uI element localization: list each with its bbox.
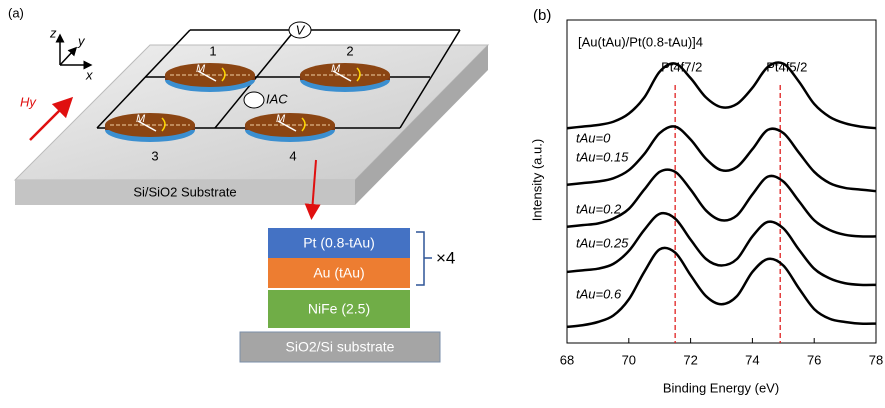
figure: (a) Si/SiO2 Substrate V IAC M1M2M3M4 z y… [0,0,885,403]
layer-label: Au (tAu) [313,265,364,281]
x-axis-label: Binding Energy (eV) [663,380,779,395]
panel-label: (a) [8,5,24,20]
x-tick-label: 76 [807,352,821,367]
series-label: tAu=0.6 [576,286,622,301]
chart-title: [Au(tAu)/Pt(0.8-tAu)]4 [578,34,703,49]
x-tick-label: 70 [622,352,636,367]
moment-label: M [276,113,286,125]
series-label: tAu=0.25 [576,235,629,250]
x-tick-label: 74 [745,352,759,367]
panel-b: (b) [Au(tAu)/Pt(0.8-tAu)]4 Binding Energ… [529,7,883,395]
device-number: 3 [151,148,158,163]
device-number: 4 [289,148,296,163]
axis-x: x [85,67,93,82]
device-number: 1 [209,43,216,58]
substrate-label: Si/SiO2 Substrate [133,184,236,199]
moment-label: M [196,63,206,75]
layer-label: Pt (0.8-tAu) [303,235,375,251]
series-label: tAu=0 [576,130,611,145]
moment-label: M [136,113,146,125]
series-label: tAu=0.15 [576,149,629,164]
x-tick-label: 78 [869,352,883,367]
current-source [244,92,264,108]
voltmeter-label: V [296,22,306,37]
series-label: tAu=0.2 [576,201,622,216]
layer-label: NiFe (2.5) [308,301,370,317]
axis-z: z [49,25,57,40]
repeat-bracket [416,232,432,285]
repeat-label: ×4 [436,248,455,267]
moment-label: M [331,63,341,75]
field-label: Hy [20,94,37,109]
x-tick-label: 68 [560,352,574,367]
layer-label: SiO2/Si substrate [286,339,395,355]
axis-y: y [77,33,86,48]
spectrum-line [567,62,876,128]
current-label: IAC [266,91,288,106]
y-axis-label: Intensity (a.u.) [529,139,544,221]
x-tick-label: 72 [683,352,697,367]
panel-label: (b) [533,7,551,24]
device-number: 2 [346,43,353,58]
